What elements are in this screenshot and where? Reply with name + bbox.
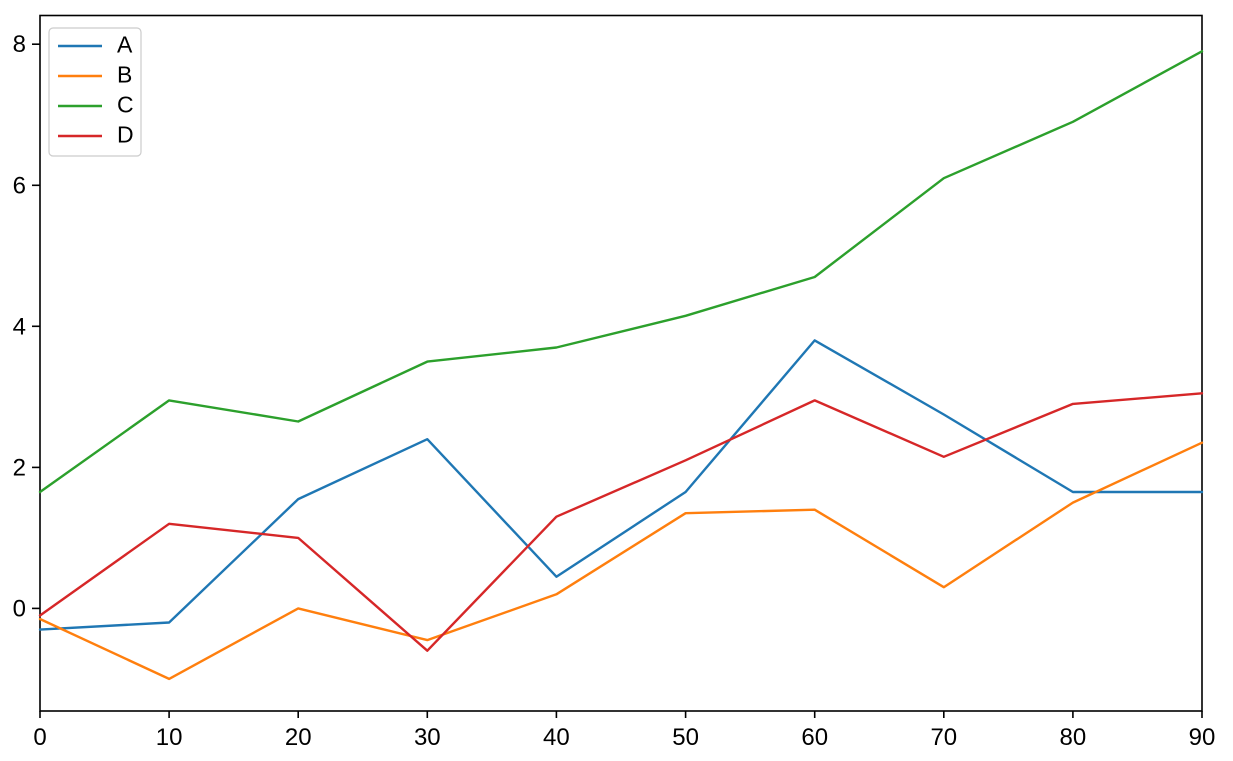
svg-text:0: 0 (33, 724, 46, 751)
svg-text:40: 40 (543, 724, 570, 751)
svg-text:6: 6 (13, 172, 26, 199)
svg-text:60: 60 (801, 724, 828, 751)
svg-text:50: 50 (672, 724, 699, 751)
svg-text:30: 30 (414, 724, 441, 751)
svg-text:0: 0 (13, 595, 26, 622)
svg-text:4: 4 (13, 313, 26, 340)
svg-text:2: 2 (13, 454, 26, 481)
svg-text:70: 70 (930, 724, 957, 751)
svg-text:10: 10 (156, 724, 183, 751)
svg-text:C: C (117, 92, 134, 118)
svg-text:A: A (117, 32, 133, 58)
svg-text:B: B (117, 62, 132, 88)
svg-text:D: D (117, 122, 134, 148)
svg-text:90: 90 (1189, 724, 1216, 751)
svg-text:20: 20 (285, 724, 312, 751)
svg-text:80: 80 (1060, 724, 1087, 751)
svg-text:8: 8 (13, 31, 26, 58)
